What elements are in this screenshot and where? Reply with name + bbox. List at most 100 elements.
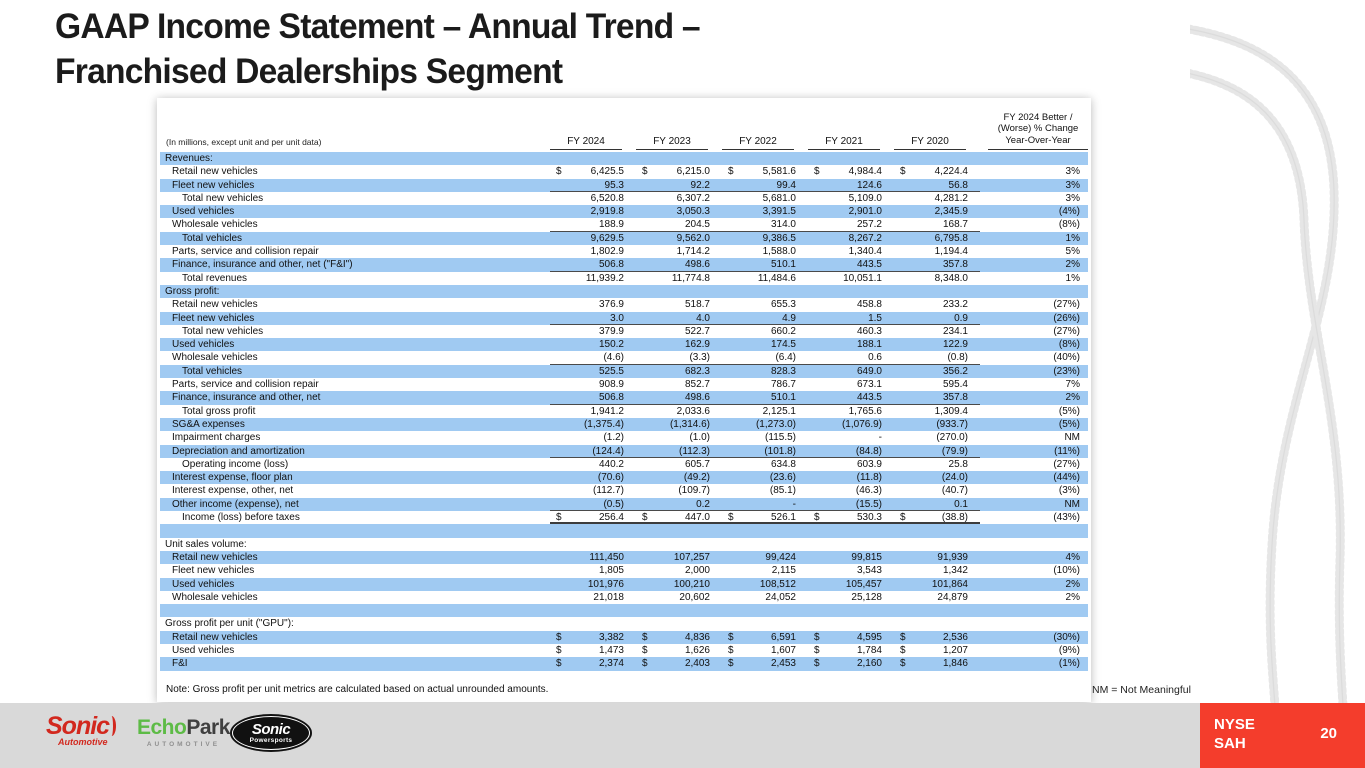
cell-value: 20,602: [679, 591, 710, 603]
row-label: Retail new vehicles: [172, 551, 258, 563]
row-values: 11,939.2 11,774.8 11,484.6 10,051.1 8,348.0: [550, 272, 980, 285]
cell-value: 1,805: [598, 565, 624, 577]
row-values: (112.7) (109.7) (85.1) (46.3) (40.7): [550, 484, 980, 497]
row-label: Wholesale vehicles: [172, 591, 258, 603]
cell-value: (23.6): [769, 472, 796, 484]
row-values: 1,802.9 1,714.2 1,588.0 1,340.4 1,194.4: [550, 245, 980, 258]
cell-value: 660.2: [770, 325, 796, 337]
row-label: Depreciation and amortization: [172, 445, 305, 457]
cell-value: 188.1: [856, 339, 882, 351]
cell-value: 649.0: [856, 365, 882, 377]
column-header-fy2024: FY 2024: [550, 136, 636, 150]
cell-change: 7%: [1065, 379, 1080, 391]
table-row: Retail new vehicles $6,425.5 $6,215.0 $5,58…: [160, 165, 1088, 178]
row-values: 3.0 4.0 4.9 1.5 0.9: [550, 312, 980, 325]
row-label: Income (loss) before taxes: [182, 512, 300, 524]
cell-value: 0.1: [954, 498, 968, 510]
cell-value: 150.2: [598, 339, 624, 351]
cell-value: (46.3): [855, 485, 882, 497]
row-values: 150.2 162.9 174.5 188.1 122.9: [550, 338, 980, 351]
cell-value: 92.2: [690, 179, 710, 191]
table-row: F&I $2,374 $2,403 $2,453 $2,160 $1,846 (1%): [160, 657, 1088, 671]
footnote: Note: Gross profit per unit metrics are …: [166, 684, 549, 695]
cell-value: 443.5: [856, 259, 882, 271]
row-values: [550, 538, 980, 551]
row-label: Wholesale vehicles: [172, 219, 258, 231]
table-row: Operating income (loss) 440.2 605.7 634.8 60…: [160, 458, 1088, 471]
cell-value: $256.4: [556, 512, 624, 524]
cell-value: 1,765.6: [848, 405, 882, 417]
row-label: Fleet new vehicles: [172, 179, 255, 191]
table-row: SG&A expenses (1,375.4) (1,314.6) (1,273.0)…: [160, 417, 1088, 432]
cell-value: (49.2): [683, 472, 710, 484]
cell-value: 603.9: [856, 458, 882, 470]
cell-value: 356.2: [942, 365, 968, 377]
ticker-symbol: NYSE SAH: [1214, 716, 1255, 752]
cell-value: 3,050.3: [676, 206, 710, 218]
cell-value: (933.7): [936, 418, 968, 430]
table-row: Total vehicles 9,629.5 9,562.0 9,386.5 8,267…: [160, 231, 1088, 246]
cell-value: 188.9: [598, 219, 624, 231]
cell-value: (112.3): [679, 445, 710, 457]
table-row: Parts, service and collision repair 1,802…: [160, 245, 1088, 258]
cell-value: 2,125.1: [762, 405, 796, 417]
row-values: [550, 604, 980, 617]
row-label: Fleet new vehicles: [172, 565, 255, 577]
row-values: 2,919.8 3,050.3 3,391.5 2,901.0 2,345.9: [550, 205, 980, 218]
cell-value: 6,520.8: [590, 192, 624, 204]
row-values: 908.9 852.7 786.7 673.1 595.4: [550, 378, 980, 391]
cell-value: 1.5: [868, 312, 882, 324]
cell-value: 3,543: [856, 565, 882, 577]
cell-value: 108,512: [759, 578, 796, 590]
cell-change: (27%): [1053, 299, 1080, 311]
cell-value: (4.6): [603, 352, 624, 364]
row-values: (70.6) (49.2) (23.6) (11.8) (24.0): [550, 471, 980, 484]
cell-value: $ (38.8): [900, 512, 968, 524]
cell-value: (124.4): [592, 445, 624, 457]
row-values: [550, 152, 980, 165]
row-values: 376.9 518.7 655.3 458.8 233.2: [550, 298, 980, 311]
column-header-fy2020: FY 2020: [894, 136, 980, 150]
cell-value: 8,348.0: [934, 272, 968, 284]
table-row: Interest expense, other, net (112.7) (109.…: [160, 484, 1088, 497]
column-header-fy2022: FY 2022: [722, 136, 808, 150]
cell-change: 3%: [1065, 179, 1080, 191]
row-label: Used vehicles: [172, 339, 235, 351]
cell-change: NM: [1064, 432, 1080, 444]
cell-value: 522.7: [684, 325, 710, 337]
cell-value: 5,681.0: [762, 192, 796, 204]
cell-value: $4,224.4: [900, 166, 968, 178]
cell-value: 24,052: [765, 591, 796, 603]
cell-value: 1,309.4: [934, 405, 968, 417]
row-label: Used vehicles: [172, 206, 235, 218]
cell-value: $526.1: [728, 512, 796, 524]
table-row: Fleet new vehicles 1,805 2,000 2,115 3,543 1,…: [160, 564, 1088, 577]
cell-value: 6,307.2: [676, 192, 710, 204]
cell-value: 107,257: [673, 551, 710, 563]
cell-change: 1%: [1065, 272, 1080, 284]
cell-value: 852.7: [684, 379, 710, 391]
row-values: 21,018 20,602 24,052 25,128 24,879: [550, 591, 980, 604]
cell-value: 376.9: [598, 299, 624, 311]
cell-value: 908.9: [598, 379, 624, 391]
cell-value: 124.6: [856, 179, 882, 191]
row-values: 1,941.2 2,033.6 2,125.1 1,765.6 1,309.4: [550, 405, 980, 418]
cell-value: $1,784: [814, 644, 882, 656]
cell-value: $4,595: [814, 631, 882, 643]
cell-value: 11,939.2: [585, 272, 624, 284]
table-row: Impairment charges (1.2) (1.0) (115.5) - (270…: [160, 431, 1088, 444]
cell-value: 21,018: [593, 591, 624, 603]
table-row: Used vehicles 150.2 162.9 174.5 188.1 122.9 (8…: [160, 338, 1088, 352]
table-row: Total revenues 11,939.2 11,774.8 11,484.6 10…: [160, 272, 1088, 285]
cell-value: $4,836: [642, 631, 710, 643]
row-label: Total new vehicles: [182, 192, 264, 204]
cell-change: (8%): [1058, 339, 1080, 351]
cell-value: 4.9: [782, 312, 796, 324]
row-values: $6,425.5 $6,215.0 $5,581.6 $4,984.4 $4,224.4: [550, 165, 980, 178]
section-row: Revenues:: [160, 152, 1088, 166]
cell-change: 3%: [1065, 192, 1080, 204]
cell-value: 655.3: [770, 299, 796, 311]
cell-value: (79.9): [941, 445, 968, 457]
cell-value: 1,802.9: [590, 246, 624, 258]
cell-value: 605.7: [684, 458, 710, 470]
